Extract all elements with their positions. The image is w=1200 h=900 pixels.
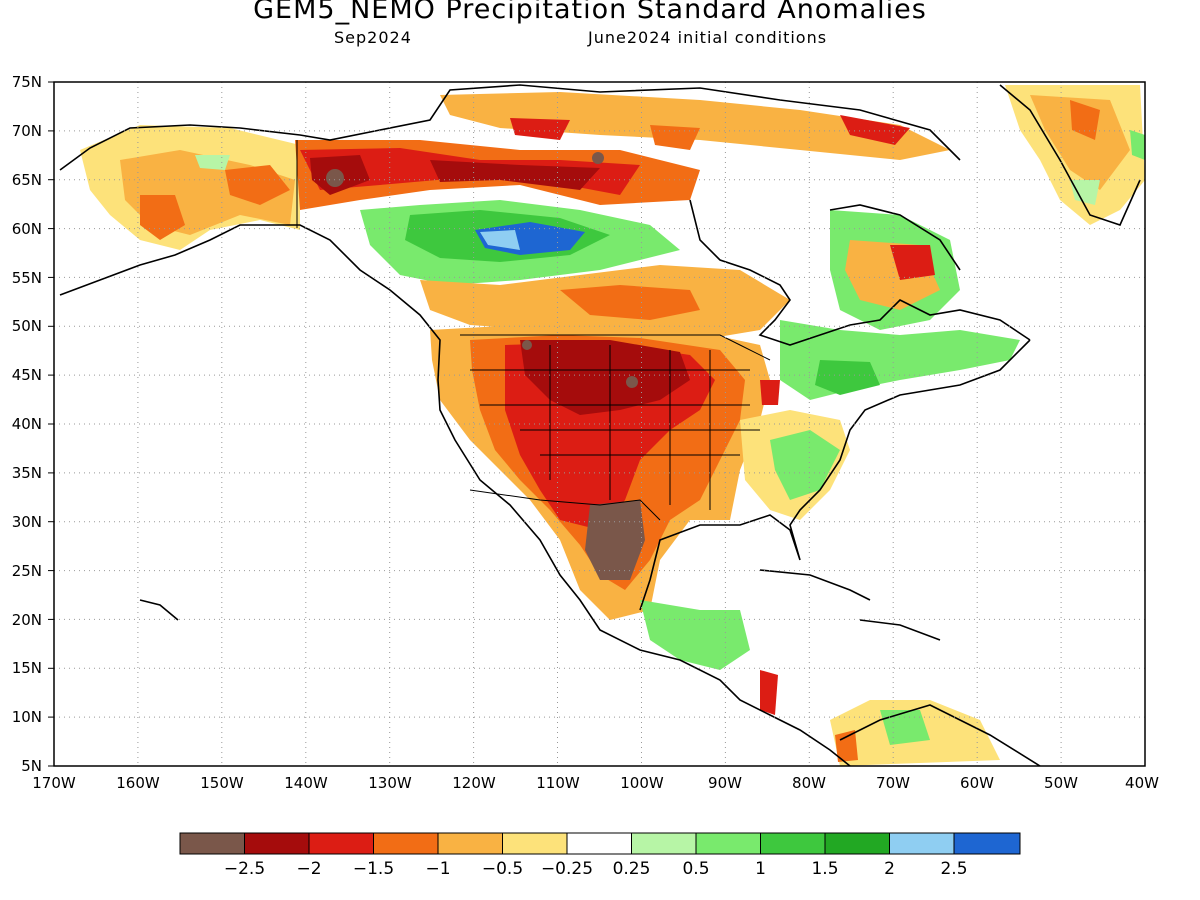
colorbar-box — [244, 832, 310, 855]
lat-label: 45N — [12, 366, 42, 384]
forecast-month: Sep2024 — [334, 28, 412, 47]
colorbar-box — [502, 832, 568, 855]
lon-label: 60W — [960, 774, 994, 792]
frame-ticks — [48, 81, 54, 767]
longitude-labels: 170W 160W 150W 140W 130W 120W 110W 100W … — [32, 774, 1159, 792]
colorbar-box — [308, 832, 374, 855]
colorbar-label: 1.5 — [811, 859, 838, 879]
lon-label: 100W — [620, 774, 664, 792]
colorbar-label: 0.5 — [682, 859, 709, 879]
colorbar-labels: −2.5 −2 −1.5 −1 −0.5 −0.25 0.25 0.5 1 1.… — [224, 859, 968, 879]
lat-label: 5N — [21, 757, 42, 775]
colorbar-label: −1.5 — [353, 859, 394, 879]
lon-label: 130W — [368, 774, 412, 792]
colorbar-label: −0.5 — [482, 859, 523, 879]
colorbar-label: 0.25 — [613, 859, 651, 879]
lon-label: 120W — [452, 774, 496, 792]
colorbar-label: 1 — [755, 859, 766, 879]
colorbar-box — [760, 832, 826, 855]
colorbar-label: −2 — [296, 859, 321, 879]
latitude-labels: 75N 70N 65N 60N 55N 50N 45N 40N 35N 30N … — [12, 73, 42, 775]
colorbar-label: −1 — [425, 859, 450, 879]
colorbar-box — [889, 832, 955, 855]
lat-label: 25N — [12, 562, 42, 580]
lat-label: 75N — [12, 73, 42, 91]
lon-label: 170W — [32, 774, 76, 792]
lat-label: 40N — [12, 415, 42, 433]
grid-lines — [54, 82, 1145, 766]
lat-label: 35N — [12, 464, 42, 482]
lon-label: 110W — [536, 774, 580, 792]
colorbar — [179, 832, 1021, 855]
colorbar-box — [373, 832, 439, 855]
colorbar-box — [437, 832, 503, 855]
lat-label: 20N — [12, 611, 42, 629]
lat-label: 65N — [12, 171, 42, 189]
colorbar-box — [631, 832, 697, 855]
colorbar-label: −0.25 — [541, 859, 593, 879]
initial-conditions: June2024 initial conditions — [588, 28, 828, 47]
lon-label: 140W — [284, 774, 328, 792]
colorbar-label: 2 — [884, 859, 895, 879]
lon-label: 150W — [200, 774, 244, 792]
lat-label: 70N — [12, 122, 42, 140]
borders — [296, 140, 771, 521]
colorbar-label: 2.5 — [940, 859, 967, 879]
lat-label: 30N — [12, 513, 42, 531]
colorbar-box — [695, 832, 761, 855]
lon-label: 160W — [116, 774, 160, 792]
colorbar-box — [566, 832, 632, 855]
lat-label: 55N — [12, 269, 42, 287]
colorbar-box — [953, 832, 1021, 855]
map-panel — [54, 82, 1145, 766]
colorbar-label: −2.5 — [224, 859, 265, 879]
lat-label: 10N — [12, 708, 42, 726]
coastlines — [59, 84, 1141, 766]
lat-label: 60N — [12, 220, 42, 238]
lat-label: 15N — [12, 659, 42, 677]
lon-label: 50W — [1044, 774, 1078, 792]
lat-label: 50N — [12, 317, 42, 335]
colorbar-box — [824, 832, 890, 855]
lon-label: 40W — [1125, 774, 1159, 792]
lon-label: 90W — [708, 774, 742, 792]
colorbar-box — [179, 832, 245, 855]
lon-label: 80W — [792, 774, 826, 792]
map-title: GEM5_NEMO Precipitation Standard Anomali… — [253, 0, 927, 25]
lon-label: 70W — [876, 774, 910, 792]
